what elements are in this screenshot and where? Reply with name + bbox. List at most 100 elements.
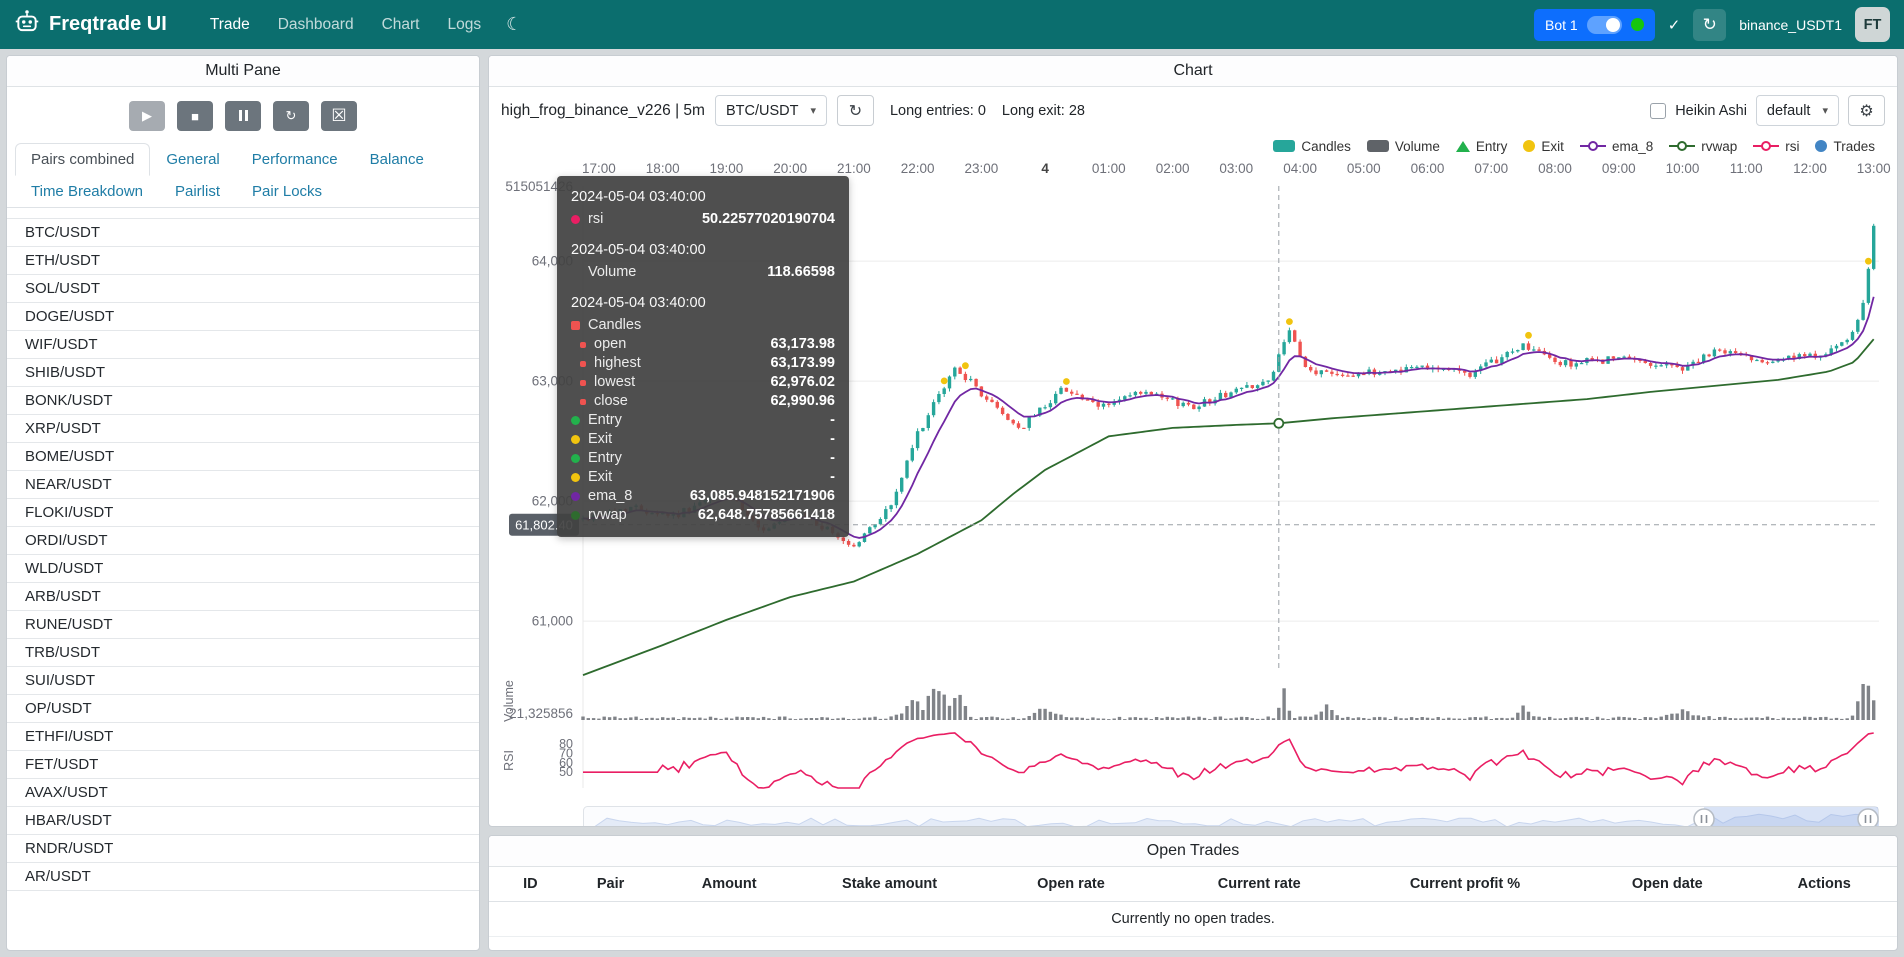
tab-time-breakdown[interactable]: Time Breakdown bbox=[15, 175, 159, 208]
svg-text:21:00: 21:00 bbox=[837, 161, 871, 176]
pair-row-trb-usdt[interactable]: TRB/USDT bbox=[7, 639, 479, 667]
col-pair: Pair bbox=[562, 876, 660, 892]
legend-item-volume[interactable]: Volume bbox=[1367, 139, 1440, 154]
pair-row-hbar-usdt[interactable]: HBAR/USDT bbox=[7, 807, 479, 835]
svg-text:17:00: 17:00 bbox=[582, 161, 616, 176]
pair-row-wld-usdt[interactable]: WLD/USDT bbox=[7, 555, 479, 583]
pair-row-xrp-usdt[interactable]: XRP/USDT bbox=[7, 415, 479, 443]
cancel-button[interactable]: ☒ bbox=[321, 101, 357, 131]
svg-text:20:00: 20:00 bbox=[773, 161, 807, 176]
nav-item-chart[interactable]: Chart bbox=[369, 10, 433, 40]
col-amount: Amount bbox=[659, 876, 798, 892]
pair-row-btc-usdt[interactable]: BTC/USDT bbox=[7, 219, 479, 247]
svg-text:06:00: 06:00 bbox=[1411, 161, 1445, 176]
pair-row-fet-usdt[interactable]: FET/USDT bbox=[7, 751, 479, 779]
chart-panel: Chart high_frog_binance_v226 | 5m BTC/US… bbox=[488, 55, 1898, 827]
pair-row-arb-usdt[interactable]: ARB/USDT bbox=[7, 583, 479, 611]
tab-balance[interactable]: Balance bbox=[354, 143, 440, 176]
pair-row-rndr-usdt[interactable]: RNDR/USDT bbox=[7, 835, 479, 863]
main-content: Multi Pane ▶ ■ ↻ ☒ Pairs combinedGeneralPer… bbox=[0, 49, 1904, 957]
reload-icon: ↻ bbox=[286, 108, 297, 124]
legend-item-rvwap[interactable]: rvwap bbox=[1669, 139, 1737, 154]
tab-performance[interactable]: Performance bbox=[236, 143, 354, 176]
plot-config-select[interactable]: default ▾ bbox=[1756, 95, 1839, 126]
tooltip-row: rsi50.22577020190704 bbox=[571, 210, 835, 229]
pause-icon bbox=[237, 109, 249, 124]
svg-text:01:00: 01:00 bbox=[1092, 161, 1126, 176]
legend-item-entry[interactable]: Entry bbox=[1456, 139, 1508, 154]
pair-row-bome-usdt[interactable]: BOME/USDT bbox=[7, 443, 479, 471]
svg-text:03:00: 03:00 bbox=[1219, 161, 1253, 176]
bot-toggle[interactable] bbox=[1587, 16, 1622, 34]
pair-row-shib-usdt[interactable]: SHIB/USDT bbox=[7, 359, 479, 387]
cancel-icon: ☒ bbox=[331, 106, 346, 126]
ema_8-line-icon bbox=[1580, 140, 1606, 152]
play-button[interactable]: ▶ bbox=[129, 101, 165, 131]
legend-item-ema_8[interactable]: ema_8 bbox=[1580, 139, 1653, 154]
svg-text:13:00: 13:00 bbox=[1857, 161, 1891, 176]
svg-text:18:00: 18:00 bbox=[646, 161, 680, 176]
tooltip-row: ema_863,085.948152171906 bbox=[571, 487, 835, 506]
volume-marker-icon bbox=[1367, 140, 1389, 152]
bot-control-buttons: ▶ ■ ↻ ☒ bbox=[7, 101, 479, 131]
pair-row-floki-usdt[interactable]: FLOKI/USDT bbox=[7, 499, 479, 527]
legend-item-exit[interactable]: Exit bbox=[1523, 139, 1564, 154]
chart-area[interactable]: Candles Volume Entry Exit ema_8 rvwap rsi Trade… bbox=[489, 134, 1897, 827]
nav-item-dashboard[interactable]: Dashboard bbox=[265, 10, 367, 40]
legend-item-rsi[interactable]: rsi bbox=[1753, 139, 1799, 154]
app-brand[interactable]: Freqtrade UI bbox=[14, 9, 167, 41]
chevron-down-icon: ▾ bbox=[810, 104, 816, 117]
legend-item-trades[interactable]: Trades bbox=[1815, 139, 1875, 154]
col-id: ID bbox=[499, 876, 562, 892]
pair-row-near-usdt[interactable]: NEAR/USDT bbox=[7, 471, 479, 499]
pair-select-value: BTC/USDT bbox=[726, 103, 799, 119]
user-avatar[interactable]: FT bbox=[1855, 7, 1890, 42]
pair-row-doge-usdt[interactable]: DOGE/USDT bbox=[7, 303, 479, 331]
pair-row-op-usdt[interactable]: OP/USDT bbox=[7, 695, 479, 723]
col-open-rate: Open rate bbox=[980, 876, 1161, 892]
legend-label: rvwap bbox=[1701, 139, 1737, 154]
theme-toggle-icon[interactable]: ☾ bbox=[506, 14, 522, 35]
navbar-right: Bot 1 ✓ ↻ binance_USDT1 FT bbox=[1534, 7, 1890, 42]
tab-general[interactable]: General bbox=[150, 143, 235, 176]
pair-row-ar-usdt[interactable]: AR/USDT bbox=[7, 863, 479, 891]
heikin-ashi-checkbox[interactable] bbox=[1650, 103, 1666, 119]
plot-settings-button[interactable]: ⚙ bbox=[1848, 95, 1885, 126]
tab-pairlist[interactable]: Pairlist bbox=[159, 175, 236, 208]
bot-selector[interactable]: Bot 1 bbox=[1534, 9, 1655, 41]
pair-row-wif-usdt[interactable]: WIF/USDT bbox=[7, 331, 479, 359]
pair-row-eth-usdt[interactable]: ETH/USDT bbox=[7, 247, 479, 275]
legend-label: Entry bbox=[1476, 139, 1508, 154]
svg-text:05:00: 05:00 bbox=[1347, 161, 1381, 176]
entry-marker-icon bbox=[1456, 141, 1470, 152]
chart-refresh-button[interactable]: ↻ bbox=[837, 95, 874, 126]
pair-row-sui-usdt[interactable]: SUI/USDT bbox=[7, 667, 479, 695]
tab-pair-locks[interactable]: Pair Locks bbox=[236, 175, 338, 208]
pair-row-rune-usdt[interactable]: RUNE/USDT bbox=[7, 611, 479, 639]
pair-select[interactable]: BTC/USDT ▾ bbox=[715, 95, 827, 126]
chart-toolbar-right: Heikin Ashi default ▾ ⚙ bbox=[1650, 95, 1885, 126]
legend-label: Candles bbox=[1301, 139, 1351, 154]
svg-text:21,325856: 21,325856 bbox=[509, 706, 573, 721]
pair-row-ordi-usdt[interactable]: ORDI/USDT bbox=[7, 527, 479, 555]
multi-pane-title: Multi Pane bbox=[7, 56, 479, 87]
tooltip-row: Entry- bbox=[571, 411, 835, 430]
pair-row-ethfi-usdt[interactable]: ETHFI/USDT bbox=[7, 723, 479, 751]
pair-row-sol-usdt[interactable]: SOL/USDT bbox=[7, 275, 479, 303]
global-refresh-button[interactable]: ↻ bbox=[1693, 9, 1726, 41]
nav-item-trade[interactable]: Trade bbox=[197, 10, 263, 40]
rvwap-line-icon bbox=[1669, 140, 1695, 152]
legend-item-candles[interactable]: Candles bbox=[1273, 139, 1351, 154]
datazoom-svg[interactable] bbox=[583, 806, 1879, 827]
pair-row-avax-usdt[interactable]: AVAX/USDT bbox=[7, 779, 479, 807]
pair-row-bonk-usdt[interactable]: BONK/USDT bbox=[7, 387, 479, 415]
reload-button[interactable]: ↻ bbox=[273, 101, 309, 131]
nav-item-logs[interactable]: Logs bbox=[434, 10, 494, 40]
col-actions: Actions bbox=[1761, 876, 1887, 892]
tooltip-date: 2024-05-04 03:40:00 bbox=[571, 189, 835, 205]
pause-button[interactable] bbox=[225, 101, 261, 131]
tab-pairs-combined[interactable]: Pairs combined bbox=[15, 143, 150, 176]
stop-button[interactable]: ■ bbox=[177, 101, 213, 131]
trades-marker-icon bbox=[1815, 140, 1827, 152]
datazoom-slider[interactable] bbox=[583, 806, 1891, 827]
